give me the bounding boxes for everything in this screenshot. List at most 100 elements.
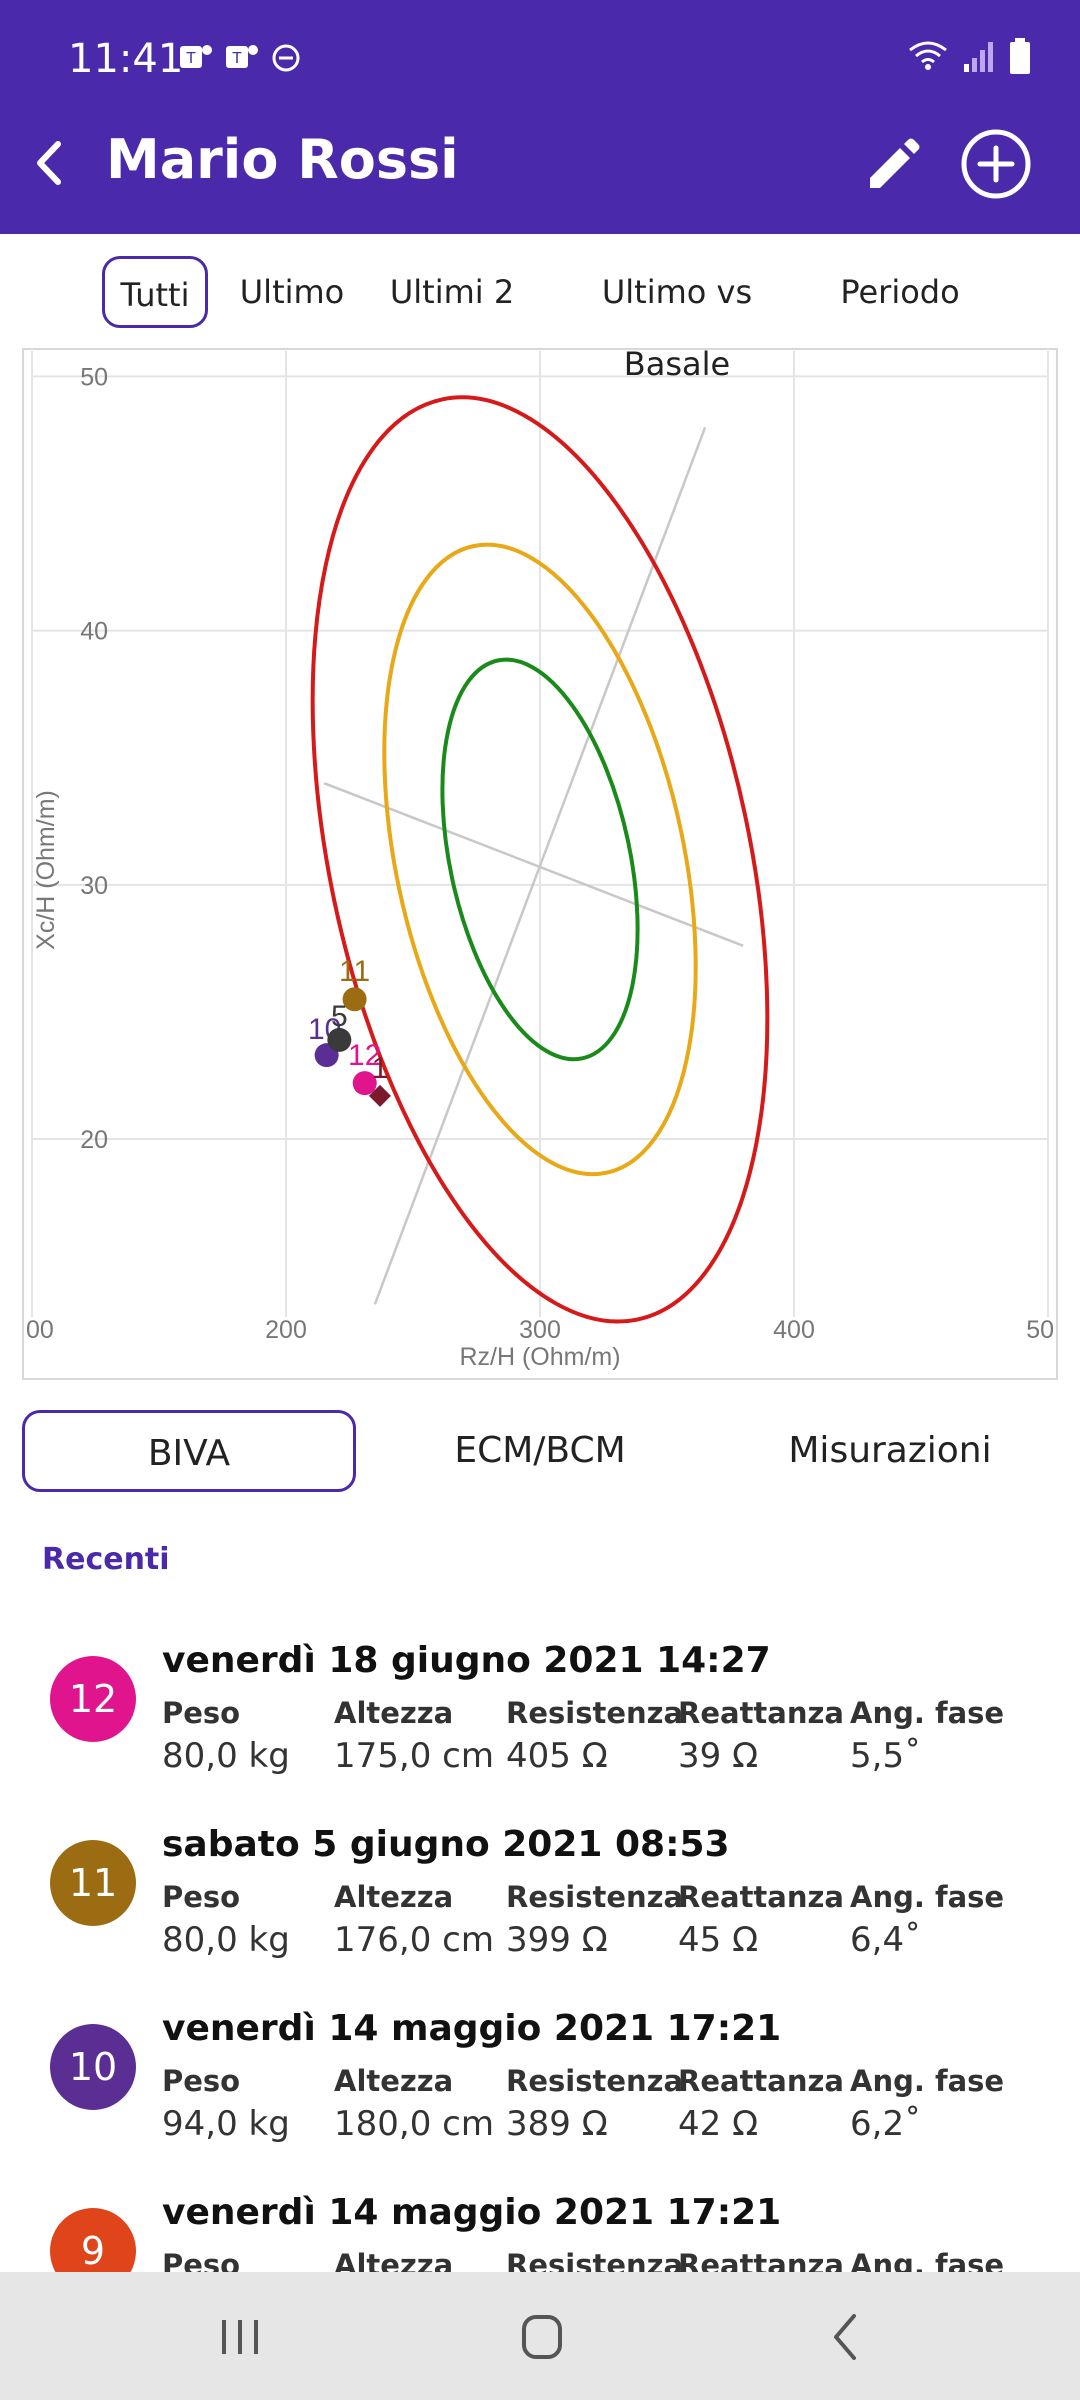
phase-angle-value: 6,2˚ [850, 2104, 922, 2144]
resistance-label: Resistenza [506, 1696, 684, 1730]
record-date: venerdì 18 giugno 2021 14:27 [162, 1640, 771, 1681]
x-tick-label: 400 [773, 1316, 815, 1344]
tab-ecm-bcm[interactable]: ECM/BCM [454, 1430, 626, 1471]
biva-chart[interactable]: 11 10 5 12 1 00 200 300 400 50 50 40 30 20 Rz/H (Ohm… [22, 348, 1058, 1380]
resistance-label: Resistenza [506, 2248, 684, 2272]
weight-label: Peso [162, 2064, 241, 2098]
add-circle-icon[interactable] [958, 126, 1034, 202]
weight-label: Peso [162, 2248, 241, 2272]
height-label: Altezza [334, 1696, 454, 1730]
record-date: venerdì 14 maggio 2021 17:21 [162, 2008, 782, 2049]
tolerance-ellipse [440, 657, 640, 1062]
record-date: sabato 5 giugno 2021 08:53 [162, 1824, 730, 1865]
tab-ultimo-vs-basale[interactable]: Ultimo vs Basale [601, 273, 753, 383]
phase-angle-value: 5,5˚ [850, 1736, 922, 1776]
weight-label: Peso [162, 1696, 241, 1730]
tab-periodo[interactable]: Periodo [840, 273, 960, 311]
back-arrow-icon[interactable] [18, 128, 88, 198]
tab-biva[interactable]: BIVA [22, 1410, 356, 1492]
phase-angle-cell: Ang. fase 5,5˚ [850, 1696, 1004, 1776]
reactance-label: Reattanza [678, 1880, 844, 1914]
x-tick-label: 00 [26, 1316, 54, 1344]
weight-value: 80,0 kg [162, 1920, 290, 1960]
height-cell: Altezza 180,0 cm [334, 2064, 494, 2144]
height-cell: Altezza 175,0 cm [334, 1696, 494, 1776]
height-cell: Altezza [334, 2248, 453, 2272]
list-item[interactable]: 12 venerdì 18 giugno 2021 14:27 Peso 80,0… [0, 1630, 1080, 1814]
height-label: Altezza [334, 2248, 454, 2272]
data-point [342, 987, 367, 1012]
x-tick-label: 300 [519, 1316, 561, 1344]
y-axis-label: Xc/H (Ohm/m) [32, 790, 60, 950]
back-nav-icon[interactable] [806, 2302, 886, 2372]
reactance-cell: Reattanza 42 Ω [678, 2064, 844, 2144]
tab-ultimo[interactable]: Ultimo [239, 273, 345, 311]
tolerance-ellipse [310, 395, 770, 1324]
reactance-label: Reattanza [678, 2064, 844, 2098]
resistance-cell: Resistenza 399 Ω [506, 1880, 683, 1960]
ellipse-axis-line [323, 781, 744, 948]
resistance-cell: Resistenza [506, 2248, 683, 2272]
resistance-value: 389 Ω [506, 2104, 608, 2144]
x-axis-label: Rz/H (Ohm/m) [459, 1343, 620, 1371]
reactance-value: 39 Ω [678, 1736, 759, 1776]
recent-section-title: Recenti [42, 1542, 170, 1577]
phase-angle-label: Ang. fase [850, 1696, 1005, 1730]
weight-value: 80,0 kg [162, 1736, 290, 1776]
reactance-cell: Reattanza [678, 2248, 844, 2272]
height-cell: Altezza 176,0 cm [334, 1880, 494, 1960]
height-value: 175,0 cm [334, 1736, 494, 1776]
x-tick-label: 200 [265, 1316, 307, 1344]
record-date: venerdì 14 maggio 2021 17:21 [162, 2192, 782, 2233]
teams-icon: T [226, 45, 258, 68]
y-tick-label: 40 [80, 618, 108, 646]
filter-tabs: Tutti Ultimo Ultimi 2 Ultimo vs Basale P… [0, 256, 1080, 383]
reactance-label: Reattanza [678, 1696, 844, 1730]
page-title: Mario Rossi [106, 128, 459, 191]
weight-cell: Peso [162, 2248, 240, 2272]
tab-tutti[interactable]: Tutti [102, 256, 208, 328]
weight-label: Peso [162, 1880, 241, 1914]
phase-angle-label: Ang. fase [850, 1880, 1005, 1914]
tab-ultimi-2[interactable]: Ultimi 2 [389, 273, 515, 311]
system-nav-bar [0, 2272, 1080, 2400]
reactance-cell: Reattanza 39 Ω [678, 1696, 844, 1776]
svg-text:T: T [232, 50, 242, 67]
data-point-label: 11 [339, 955, 370, 988]
phase-angle-cell: Ang. fase [850, 2248, 1004, 2272]
height-value: 176,0 cm [334, 1920, 494, 1960]
weight-cell: Peso 80,0 kg [162, 1880, 290, 1960]
record-number-badge: 10 [50, 2024, 136, 2110]
record-number-badge: 11 [50, 1840, 136, 1926]
recent-list: 12 venerdì 18 giugno 2021 14:27 Peso 80,0… [0, 1630, 1080, 2272]
reactance-value: 45 Ω [678, 1920, 759, 1960]
phase-angle-cell: Ang. fase 6,4˚ [850, 1880, 1004, 1960]
list-item[interactable]: 11 sabato 5 giugno 2021 08:53 Peso 80,0 k… [0, 1814, 1080, 1998]
edit-pencil-icon[interactable] [856, 128, 928, 200]
list-item[interactable]: 10 venerdì 14 maggio 2021 17:21 Peso 94,0… [0, 1998, 1080, 2182]
height-label: Altezza [334, 2064, 454, 2098]
reactance-value: 42 Ω [678, 2104, 759, 2144]
resistance-label: Resistenza [506, 1880, 684, 1914]
list-item[interactable]: 9 venerdì 14 maggio 2021 17:21 Peso Alte… [0, 2182, 1080, 2272]
data-point-label: 1 [372, 1052, 389, 1085]
record-number-badge: 12 [50, 1656, 136, 1742]
recent-apps-icon[interactable] [200, 2302, 280, 2372]
reactance-cell: Reattanza 45 Ω [678, 1880, 844, 1960]
resistance-cell: Resistenza 389 Ω [506, 2064, 683, 2144]
height-label: Altezza [334, 1880, 454, 1914]
resistance-value: 399 Ω [506, 1920, 608, 1960]
app-bar: 11:41 T T Mario Rossi [0, 0, 1080, 234]
home-icon[interactable] [502, 2302, 582, 2372]
data-point-label: 12 [348, 1039, 381, 1072]
tab-misurazioni[interactable]: Misurazioni [788, 1430, 992, 1471]
phase-angle-label: Ang. fase [850, 2248, 1005, 2272]
reactance-label: Reattanza [678, 2248, 844, 2272]
resistance-value: 405 Ω [506, 1736, 608, 1776]
tolerance-ellipse [382, 542, 698, 1177]
teams-icon: T [180, 45, 212, 68]
data-point [327, 1027, 352, 1052]
status-notification-icons: T T [176, 38, 304, 78]
resistance-cell: Resistenza 405 Ω [506, 1696, 683, 1776]
